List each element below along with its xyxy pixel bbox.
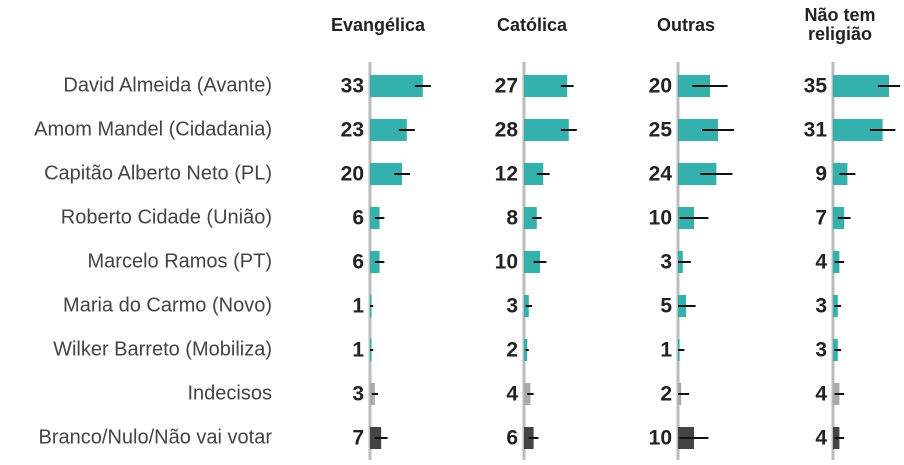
value-label: 28 — [495, 119, 519, 142]
category-label: Indecisos — [188, 382, 273, 404]
category-label: Roberto Cidade (União) — [61, 206, 272, 228]
category-label: Wilker Barreto (Mobiliza) — [53, 338, 272, 360]
value-label: 7 — [815, 207, 827, 230]
value-label: 4 — [506, 383, 518, 406]
bar — [524, 251, 540, 273]
value-label: 2 — [660, 383, 672, 406]
bar — [524, 75, 568, 97]
value-label: 4 — [815, 427, 827, 450]
value-label: 6 — [506, 427, 518, 450]
value-label: 3 — [815, 295, 827, 318]
value-label: 6 — [352, 251, 364, 274]
value-label: 35 — [804, 75, 828, 98]
value-label: 12 — [495, 163, 518, 186]
value-label: 1 — [352, 295, 364, 318]
category-label: Maria do Carmo (Novo) — [63, 294, 272, 316]
category-label: Branco/Nulo/Não vai votar — [39, 426, 273, 448]
value-label: 5 — [660, 295, 672, 318]
value-label: 6 — [352, 207, 364, 230]
bar — [370, 75, 423, 97]
value-label: 1 — [352, 339, 364, 362]
value-label: 3 — [815, 339, 827, 362]
value-label: 4 — [815, 383, 827, 406]
value-label: 8 — [506, 207, 518, 230]
value-label: 24 — [649, 163, 673, 186]
panel-header: Católica — [496, 15, 568, 35]
bar — [678, 119, 718, 141]
value-label: 1 — [660, 339, 672, 362]
value-label: 3 — [660, 251, 672, 274]
panel-header: Não tem religião — [804, 5, 876, 44]
bar — [833, 119, 883, 141]
bar — [370, 163, 402, 185]
value-label: 7 — [352, 427, 364, 450]
bar — [833, 75, 889, 97]
bar — [524, 119, 569, 141]
value-label: 23 — [341, 119, 364, 142]
value-label: 31 — [804, 119, 828, 142]
value-label: 2 — [506, 339, 518, 362]
category-label: Capitão Alberto Neto (PL) — [44, 162, 272, 184]
value-label: 25 — [649, 119, 673, 142]
value-label: 33 — [341, 75, 364, 98]
value-label: 10 — [649, 207, 672, 230]
category-label: Amom Mandel (Cidadania) — [34, 118, 272, 140]
bar — [524, 163, 544, 185]
value-label: 20 — [341, 163, 364, 186]
bar — [370, 119, 407, 141]
panel-header: Evangélica — [330, 15, 426, 35]
category-label: David Almeida (Avante) — [63, 74, 272, 96]
value-label: 3 — [352, 383, 364, 406]
value-label: 9 — [815, 163, 827, 186]
bar — [678, 163, 717, 185]
bar — [524, 207, 537, 229]
value-label: 10 — [495, 251, 518, 274]
value-label: 4 — [815, 251, 827, 274]
value-label: 27 — [495, 75, 518, 98]
value-label: 10 — [649, 427, 672, 450]
panel-header: Outras — [656, 15, 716, 35]
value-label: 3 — [506, 295, 518, 318]
value-label: 20 — [649, 75, 672, 98]
category-label: Marcelo Ramos (PT) — [88, 250, 272, 272]
